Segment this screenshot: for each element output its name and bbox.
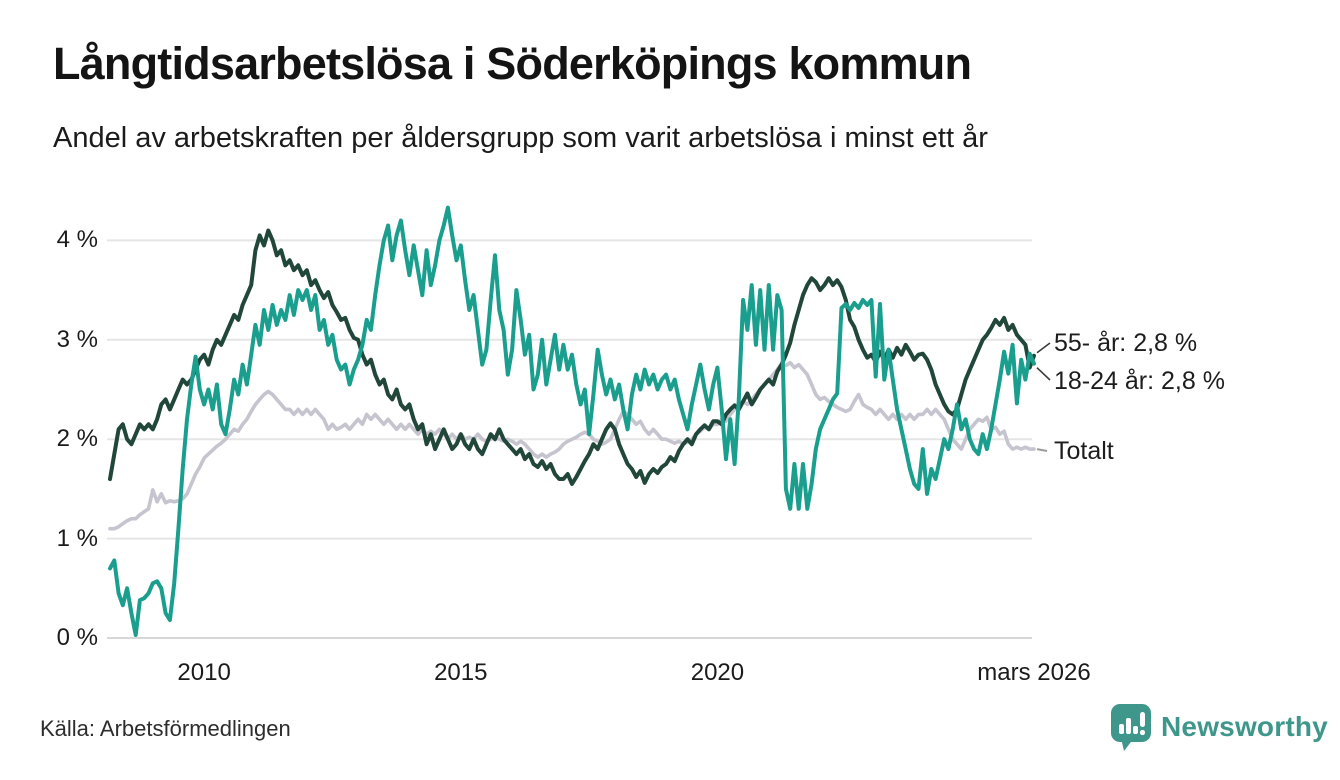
newsworthy-logo: Newsworthy — [1110, 703, 1328, 751]
label-connector-totalt — [1036, 448, 1048, 452]
label-connector-55-ar — [1036, 342, 1051, 354]
series-end-label-totalt: Totalt — [1054, 437, 1114, 465]
series-end-label-55-ar: 55- år: 2,8 % — [1054, 329, 1198, 357]
page-subtitle: Andel av arbetskraften per åldersgrupp s… — [53, 122, 988, 154]
newsworthy-icon — [1111, 704, 1151, 751]
series-line-55-ar — [108, 228, 1036, 486]
series-line-18-24-ar — [108, 205, 1036, 637]
newsworthy-wordmark: Newsworthy — [1161, 711, 1328, 742]
source-note: Källa: Arbetsförmedlingen — [40, 716, 291, 741]
series-end-label-18-24-ar: 18-24 år: 2,8 % — [1054, 367, 1225, 395]
page-title: Långtidsarbetslösa i Söderköpings kommun — [53, 38, 972, 89]
label-connector-18-24-ar — [1036, 367, 1051, 381]
series-line-totalt — [108, 360, 1036, 531]
